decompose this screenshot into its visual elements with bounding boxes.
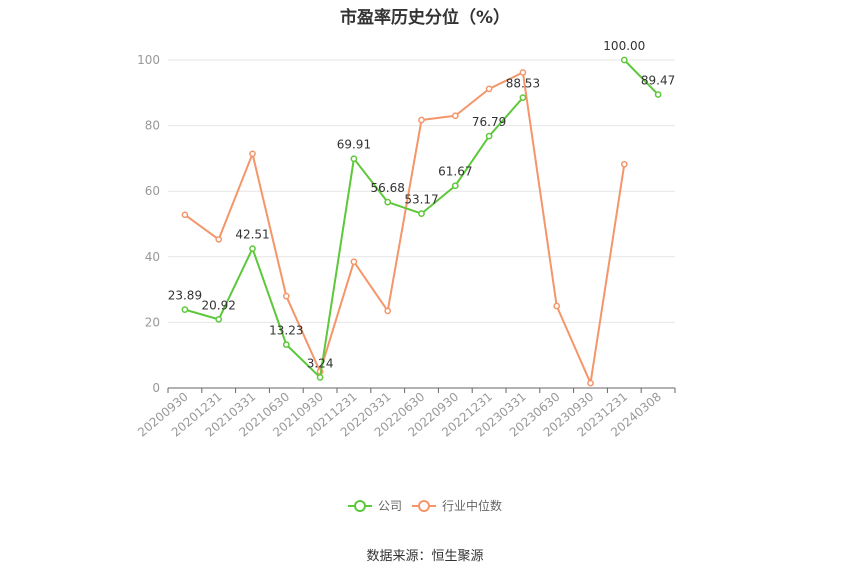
company-data-label: 88.53 [506,77,540,91]
industry-point [519,69,527,76]
company-data-label: 42.51 [235,228,269,242]
company-point [485,132,493,140]
legend-industry-marker [418,500,430,512]
industry-point [418,116,425,124]
industry-point [350,258,358,266]
company-point [654,91,662,98]
y-tick-label: 0 [152,381,160,395]
company-data-label: 89.47 [641,74,675,88]
company-series-line [184,59,659,379]
industry-point [215,236,223,243]
y-tick-label: 100 [137,53,160,67]
company-data-label: 53.17 [404,193,438,207]
company-point [181,306,189,313]
company-data-label: 56.68 [371,181,405,195]
company-point [519,94,527,101]
company-point [384,198,392,206]
y-tick-label: 40 [145,250,160,264]
y-tick-label: 20 [145,315,160,329]
legend-company-marker [354,500,366,512]
company-point [350,155,358,163]
legend-industry-label: 行业中位数 [442,498,502,513]
company-data-label: 23.89 [168,289,202,303]
company-data-label: 20.92 [202,298,236,312]
industry-point [181,211,189,219]
company-point [451,182,459,190]
company-data-label: 3.24 [307,356,334,370]
industry-point [485,85,493,93]
company-data-label: 13.23 [269,324,303,338]
company-point [418,210,425,217]
company-point [282,341,290,348]
industry-point [249,150,256,158]
company-data-label: 69.91 [337,138,371,152]
y-tick-label: 60 [145,184,160,198]
company-point [215,316,223,323]
chart-title: 市盈率历史分位（%） [339,8,511,28]
industry-point [282,292,290,300]
industry-point [620,160,628,168]
company-point [249,245,256,252]
company-point [620,56,628,64]
industry-point [553,302,561,310]
industry-point [451,112,459,120]
industry-point [384,307,392,315]
industry-point [587,379,594,387]
industry-series-line [184,71,626,385]
company-point [316,374,324,381]
legend-company-label: 公司 [378,499,402,513]
company-data-label: 76.79 [472,115,506,129]
company-data-label: 61.67 [438,165,472,179]
data-source: 数据来源：恒生聚源 [366,549,484,564]
company-data-label: 100.00 [603,39,645,53]
y-tick-label: 80 [145,119,160,133]
